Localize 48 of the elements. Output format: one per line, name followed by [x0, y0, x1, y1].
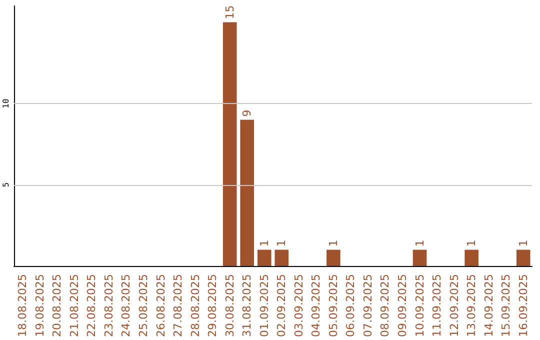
data-label: 15 [223, 5, 236, 20]
x-tick-label: 08.09.2025 [378, 274, 392, 338]
bar [326, 250, 340, 266]
x-tick-label: 20.08.2025 [50, 274, 64, 338]
x-tick-label: 30.08.2025 [223, 274, 236, 338]
x-tick-label: 18.08.2025 [16, 274, 30, 338]
x-tick-label: 11.09.2025 [430, 274, 444, 338]
x-tick-label: 24.08.2025 [120, 274, 133, 338]
data-label: 1 [275, 240, 288, 247]
x-tick-label: 12.09.2025 [448, 274, 461, 338]
bar [274, 250, 289, 266]
x-tick-label: 16.09.2025 [516, 274, 530, 338]
x-tick-label: 02.09.2025 [275, 274, 288, 338]
bar [412, 250, 427, 266]
x-tick-label: 28.08.2025 [188, 274, 202, 338]
x-tick-label: 10.09.2025 [413, 274, 426, 338]
bar [257, 250, 272, 266]
x-tick-label: 25.08.2025 [137, 274, 150, 338]
x-tick-label: 07.09.2025 [361, 274, 374, 338]
x-tick-label: 19.08.2025 [33, 274, 46, 338]
x-tick-label: 03.09.2025 [292, 274, 306, 338]
x-tick-label: 04.09.2025 [310, 274, 323, 338]
data-label: 9 [240, 110, 254, 117]
data-label: 1 [258, 240, 271, 247]
x-tick-label: 14.09.2025 [482, 274, 496, 338]
bar [516, 250, 530, 266]
x-tick-label: 01.09.2025 [258, 274, 271, 338]
data-label: 1 [413, 240, 426, 247]
x-tick-label: 15.09.2025 [500, 274, 513, 338]
x-tick-label: 06.09.2025 [344, 274, 358, 338]
x-tick-label: 13.09.2025 [465, 274, 478, 338]
bar [464, 250, 478, 266]
y-tick-label: 5 [2, 182, 10, 188]
y-tick-label: 10 [2, 98, 10, 108]
x-tick-label: 05.09.2025 [326, 274, 340, 338]
bar [222, 22, 237, 266]
data-label: 1 [465, 240, 478, 247]
x-tick-label: 27.08.2025 [172, 274, 185, 338]
x-tick-label: 29.08.2025 [206, 274, 220, 338]
x-tick-label: 22.08.2025 [85, 274, 98, 338]
x-tick-label: 09.09.2025 [396, 274, 409, 338]
data-label: 1 [326, 240, 340, 247]
data-label: 1 [516, 240, 530, 247]
x-tick-label: 31.08.2025 [240, 274, 254, 338]
x-tick-label: 26.08.2025 [154, 274, 168, 338]
x-tick-label: 21.08.2025 [68, 274, 81, 338]
bar [240, 120, 254, 266]
x-tick-label: 23.08.2025 [102, 274, 116, 338]
